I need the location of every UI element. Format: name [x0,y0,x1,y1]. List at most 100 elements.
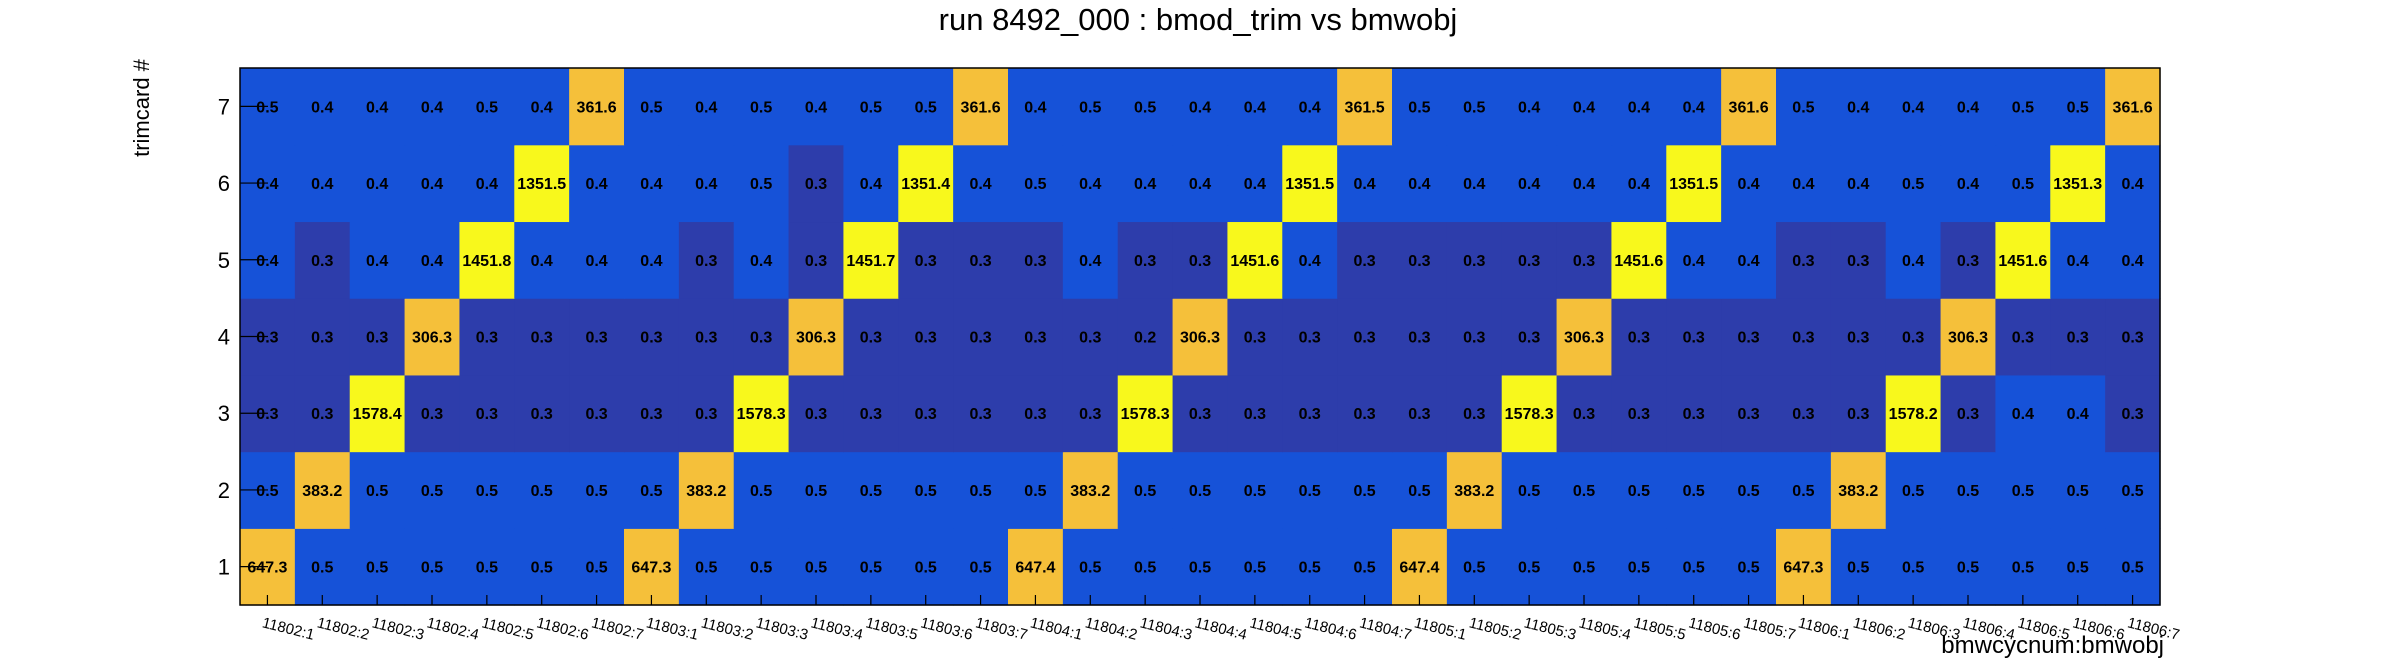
heatmap-cell [678,68,735,146]
cell-value-label: 0.4 [1628,176,1650,193]
heatmap-cell [1337,374,1393,453]
heatmap-cell [624,374,680,453]
x-tick-label: 11804:7 [1358,614,1414,643]
heatmap-cell [294,221,351,299]
cell-value-label: 0.4 [1353,176,1375,193]
cell-value-label: 0.2 [1134,330,1156,347]
heatmap-cell [1885,144,1942,223]
cell-value-label: 0.3 [805,253,827,270]
heatmap-cell [1721,451,1777,529]
heatmap-cell [2050,528,2106,606]
cell-value-label: 0.5 [1189,483,1211,500]
heatmap-cell [1830,221,1887,299]
heatmap-cell [1446,451,1503,529]
cell-value-label: 361.6 [577,99,617,116]
cell-value-label: 0.5 [1683,560,1705,577]
cell-value-label: 0.4 [2121,253,2143,270]
cell-value-label: 0.4 [2012,406,2034,423]
cell-value-label: 0.5 [640,99,662,116]
cell-value-label: 0.5 [1902,483,1924,500]
heatmap-cell [1062,528,1119,606]
cell-value-label: 0.5 [860,560,882,577]
heatmap-cell [678,298,735,376]
heatmap-cell [294,68,351,146]
cell-value-label: 0.4 [1902,99,1924,116]
heatmap-cell [1227,451,1283,529]
cell-value-label: 647.4 [1399,560,1439,577]
heatmap-cell [1392,144,1448,223]
cell-value-label: 0.5 [421,483,443,500]
heatmap-cell [404,221,461,299]
cell-value-label: 0.5 [256,483,278,500]
heatmap-cell [1117,68,1174,146]
heatmap-cell [1062,221,1119,299]
heatmap-cell [1446,68,1503,146]
cell-value-label: 0.5 [1463,99,1485,116]
cell-value-label: 0.5 [1957,560,1979,577]
heatmap-cell [459,528,515,606]
heatmap-cell [1556,528,1613,606]
cell-value-label: 0.5 [531,560,553,577]
cell-value-label: 0.4 [805,99,827,116]
cell-value-label: 0.3 [1792,330,1814,347]
heatmap-cell [678,528,735,606]
cell-value-label: 383.2 [1838,483,1878,500]
cell-value-label: 0.5 [1134,560,1156,577]
cell-value-label: 0.3 [1299,330,1321,347]
x-tick-label: 11803:4 [809,614,865,643]
heatmap-cell [1721,374,1777,453]
cell-value-label: 0.4 [2067,406,2089,423]
cell-value-label: 0.5 [1079,560,1101,577]
x-tick-label: 11802:2 [315,614,371,643]
cell-value-label: 0.5 [750,560,772,577]
cell-value-label: 0.5 [1792,99,1814,116]
heatmap-cell [514,68,570,146]
cell-value-label: 0.5 [1244,483,1266,500]
cell-value-label: 0.3 [1737,330,1759,347]
heatmap-cell [1117,144,1174,223]
cell-value-label: 0.4 [1902,253,1924,270]
cell-value-label: 0.5 [1737,483,1759,500]
cell-value-label: 0.5 [1408,99,1430,116]
cell-value-label: 0.4 [969,176,991,193]
heatmap-cell [514,221,570,299]
cell-value-label: 0.5 [256,99,278,116]
cell-value-label: 0.4 [366,99,388,116]
cell-value-label: 0.5 [2067,560,2089,577]
cell-value-label: 0.3 [1957,406,1979,423]
cell-value-label: 1351.5 [1285,176,1334,193]
cell-value-label: 0.3 [1134,253,1156,270]
x-tick-label: 11805:5 [1632,614,1688,643]
heatmap-cell [1227,298,1283,376]
cell-value-label: 0.3 [2121,330,2143,347]
heatmap-cell [569,144,625,223]
heatmap-cell [1721,144,1777,223]
heatmap-cell [1337,68,1393,146]
cell-value-label: 1451.8 [462,253,511,270]
heatmap-cell [1227,68,1283,146]
x-tick-label: 11806:7 [2126,614,2182,643]
cell-value-label: 1578.3 [1121,406,1170,423]
heatmap-cell [1940,298,1997,376]
cell-value-label: 0.5 [1024,483,1046,500]
heatmap-cell [1446,528,1503,606]
heatmap-cell [1556,298,1613,376]
cell-value-label: 0.3 [1902,330,1924,347]
cell-value-label: 0.4 [311,176,333,193]
heatmap-cell [1337,528,1393,606]
cell-value-label: 383.2 [302,483,342,500]
x-tick-label: 11806:5 [2016,614,2072,643]
cell-value-label: 0.3 [1189,406,1211,423]
cell-value-label: 0.3 [1079,330,1101,347]
cell-value-label: 0.4 [1079,253,1101,270]
heatmap-cell [1995,68,2051,146]
cell-value-label: 0.3 [1847,330,1869,347]
heatmap-cell [1611,298,1667,376]
heatmap-cell [1282,451,1338,529]
cell-value-label: 0.3 [1024,406,1046,423]
heatmap-cell [1337,451,1393,529]
cell-value-label: 0.5 [1518,483,1540,500]
cell-value-label: 0.3 [1244,406,1266,423]
heatmap-cell [1282,298,1338,376]
